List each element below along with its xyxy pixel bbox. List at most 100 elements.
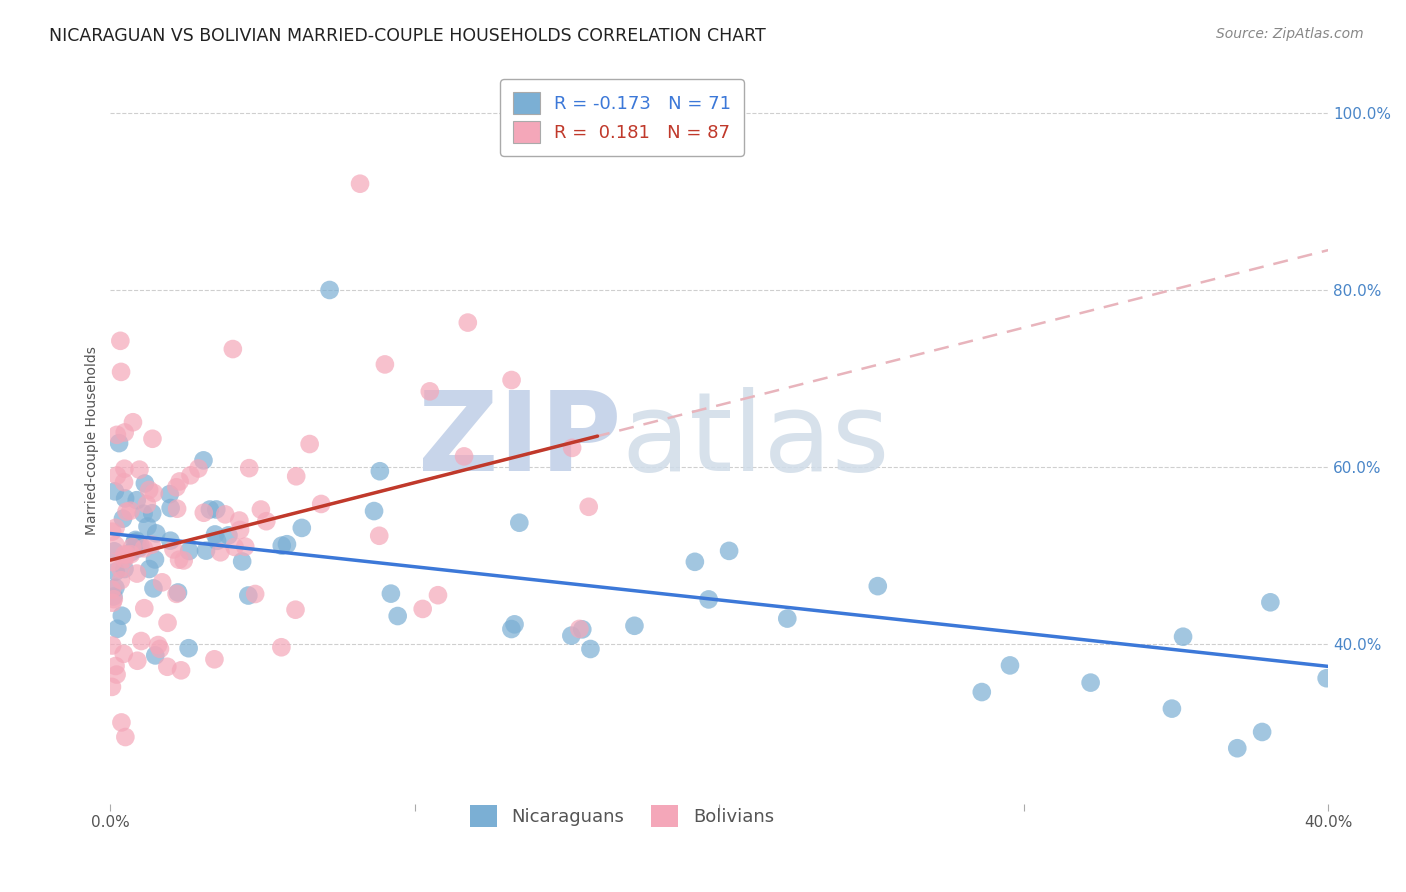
Bolivians xyxy=(453,450,475,464)
Bolivians xyxy=(374,358,396,372)
Bolivians xyxy=(104,521,127,535)
Bolivians xyxy=(127,654,149,668)
Bolivians xyxy=(141,432,163,446)
Nicaraguans xyxy=(623,619,645,633)
Bolivians xyxy=(105,468,128,483)
Bolivians xyxy=(214,508,236,522)
Nicaraguans xyxy=(136,519,159,533)
Bolivians xyxy=(501,373,523,387)
Bolivians xyxy=(120,547,142,561)
Nicaraguans xyxy=(571,623,593,637)
Nicaraguans xyxy=(718,544,741,558)
Bolivians xyxy=(134,601,156,615)
Nicaraguans xyxy=(104,581,127,595)
Nicaraguans xyxy=(111,608,134,623)
Bolivians xyxy=(156,615,179,630)
Nicaraguans xyxy=(387,609,409,624)
Bolivians xyxy=(166,501,188,516)
Nicaraguans xyxy=(998,658,1021,673)
Bolivians xyxy=(115,505,138,519)
Bolivians xyxy=(309,497,332,511)
Nicaraguans xyxy=(114,562,136,576)
Text: ZIP: ZIP xyxy=(419,387,621,494)
Bolivians xyxy=(101,680,124,694)
Nicaraguans xyxy=(159,533,181,548)
Bolivians xyxy=(112,647,135,661)
Bolivians xyxy=(270,640,292,655)
Nicaraguans xyxy=(1080,675,1102,690)
Legend: Nicaraguans, Bolivians: Nicaraguans, Bolivians xyxy=(463,798,782,835)
Bolivians xyxy=(132,541,155,556)
Nicaraguans xyxy=(104,484,127,499)
Bolivians xyxy=(120,504,142,518)
Bolivians xyxy=(104,659,127,673)
Nicaraguans xyxy=(103,544,125,558)
Nicaraguans xyxy=(198,502,221,516)
Nicaraguans xyxy=(177,544,200,558)
Bolivians xyxy=(146,638,169,652)
Y-axis label: Married-couple Households: Married-couple Households xyxy=(86,346,100,535)
Bolivians xyxy=(568,622,591,636)
Nicaraguans xyxy=(866,579,889,593)
Bolivians xyxy=(149,641,172,656)
Nicaraguans xyxy=(231,554,253,568)
Text: Source: ZipAtlas.com: Source: ZipAtlas.com xyxy=(1216,27,1364,41)
Nicaraguans xyxy=(1316,671,1339,685)
Bolivians xyxy=(142,486,165,500)
Bolivians xyxy=(114,552,136,566)
Bolivians xyxy=(125,566,148,581)
Bolivians xyxy=(254,514,277,528)
Nicaraguans xyxy=(503,617,526,632)
Nicaraguans xyxy=(195,543,218,558)
Nicaraguans xyxy=(111,511,134,525)
Bolivians xyxy=(166,587,188,601)
Bolivians xyxy=(229,523,252,537)
Nicaraguans xyxy=(238,589,260,603)
Nicaraguans xyxy=(132,507,155,521)
Bolivians xyxy=(222,342,245,356)
Nicaraguans xyxy=(1260,595,1282,609)
Bolivians xyxy=(121,540,143,554)
Nicaraguans xyxy=(114,491,136,506)
Bolivians xyxy=(187,461,209,475)
Nicaraguans xyxy=(1226,741,1249,756)
Bolivians xyxy=(114,461,136,475)
Bolivians xyxy=(101,582,124,597)
Nicaraguans xyxy=(159,501,181,516)
Nicaraguans xyxy=(205,502,228,516)
Nicaraguans xyxy=(1251,725,1274,739)
Bolivians xyxy=(243,587,266,601)
Nicaraguans xyxy=(683,555,706,569)
Nicaraguans xyxy=(104,565,127,579)
Bolivians xyxy=(110,334,132,348)
Bolivians xyxy=(103,592,125,607)
Nicaraguans xyxy=(103,590,125,604)
Bolivians xyxy=(368,529,391,543)
Bolivians xyxy=(349,177,371,191)
Nicaraguans xyxy=(1171,630,1194,644)
Bolivians xyxy=(238,461,260,475)
Bolivians xyxy=(141,538,163,552)
Nicaraguans xyxy=(125,493,148,508)
Bolivians xyxy=(105,667,128,681)
Bolivians xyxy=(128,463,150,477)
Bolivians xyxy=(101,596,124,610)
Bolivians xyxy=(114,730,136,744)
Text: atlas: atlas xyxy=(621,387,890,494)
Nicaraguans xyxy=(501,622,523,636)
Bolivians xyxy=(173,553,195,567)
Bolivians xyxy=(122,415,145,429)
Nicaraguans xyxy=(508,516,530,530)
Nicaraguans xyxy=(204,527,226,541)
Bolivians xyxy=(169,475,191,489)
Nicaraguans xyxy=(177,641,200,656)
Bolivians xyxy=(457,316,479,330)
Bolivians xyxy=(110,715,132,730)
Bolivians xyxy=(179,468,201,483)
Nicaraguans xyxy=(108,436,131,450)
Nicaraguans xyxy=(127,534,149,549)
Bolivians xyxy=(578,500,600,514)
Nicaraguans xyxy=(318,283,340,297)
Bolivians xyxy=(284,603,307,617)
Bolivians xyxy=(204,652,226,666)
